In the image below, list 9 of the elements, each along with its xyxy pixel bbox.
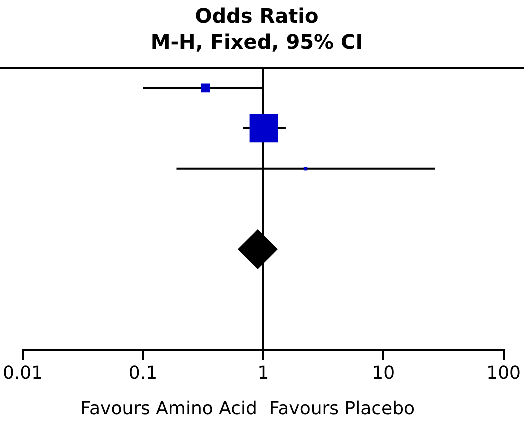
x-tick-label: 0.01 (3, 362, 44, 384)
chart-title: Odds Ratio (195, 4, 319, 28)
x-tick-label: 10 (372, 362, 396, 384)
chart-subtitle: M-H, Fixed, 95% CI (150, 30, 364, 54)
x-tick-label: 0.1 (128, 362, 158, 384)
text: Favours Placebo (269, 398, 416, 420)
text: Favours Amino Acid (80, 398, 258, 420)
x-tick-label: 1 (258, 362, 270, 384)
x-tick-label: 100 (486, 362, 521, 384)
